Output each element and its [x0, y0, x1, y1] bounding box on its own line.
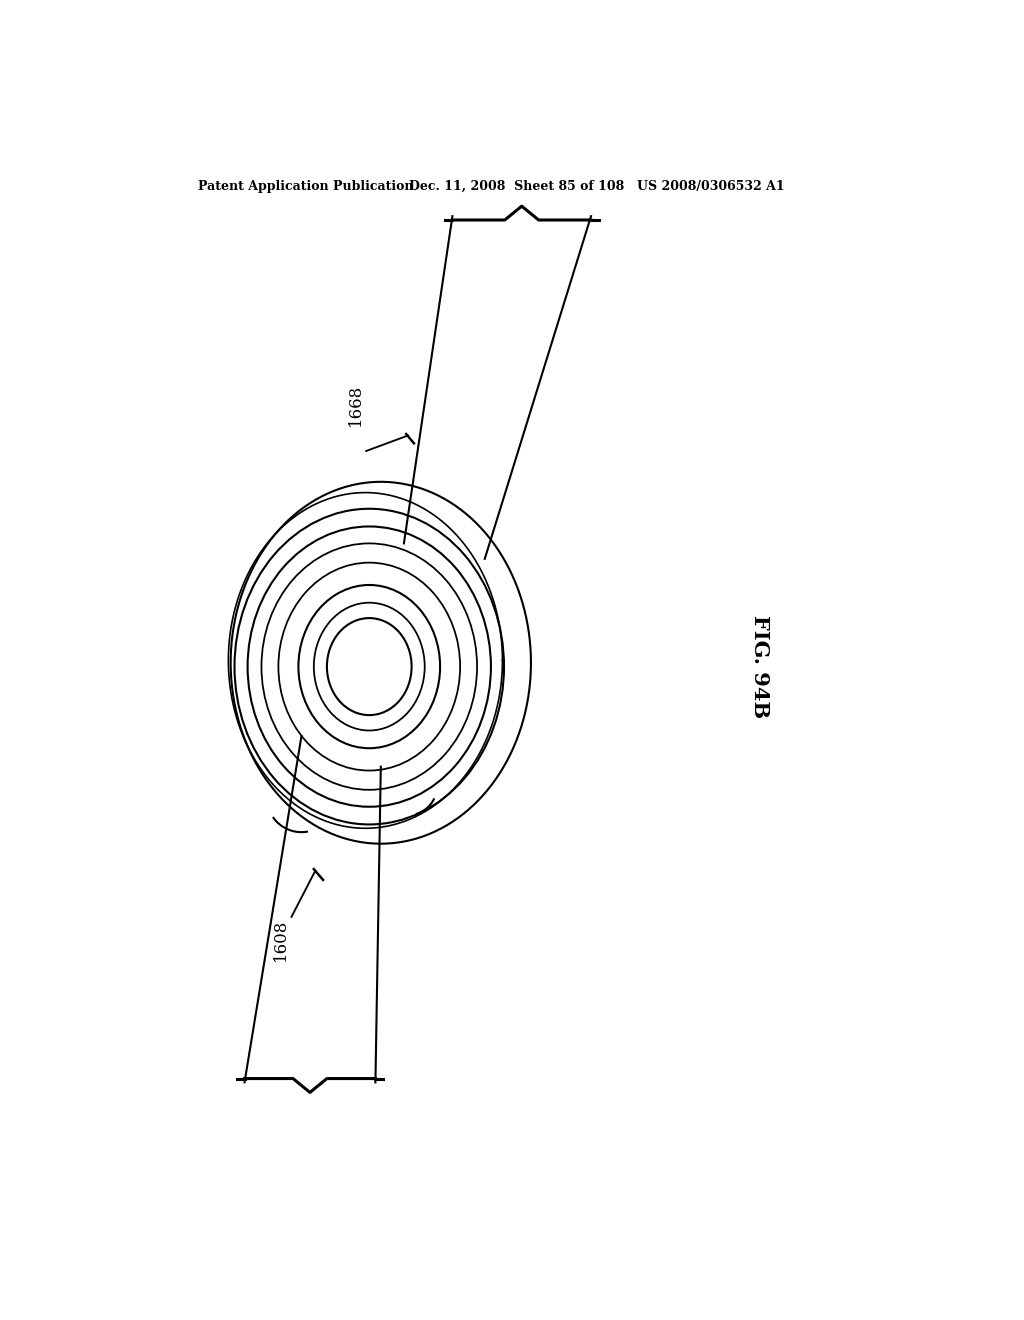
Ellipse shape: [261, 544, 477, 789]
Text: FIG. 94B: FIG. 94B: [751, 615, 770, 718]
Text: US 2008/0306532 A1: US 2008/0306532 A1: [637, 180, 784, 193]
Ellipse shape: [248, 527, 490, 807]
Ellipse shape: [298, 585, 440, 748]
Text: Patent Application Publication: Patent Application Publication: [199, 180, 414, 193]
Text: Dec. 11, 2008  Sheet 85 of 108: Dec. 11, 2008 Sheet 85 of 108: [410, 180, 625, 193]
Ellipse shape: [279, 562, 460, 771]
Ellipse shape: [327, 618, 412, 715]
Ellipse shape: [313, 603, 425, 730]
Text: 1668: 1668: [347, 384, 364, 426]
Ellipse shape: [234, 508, 504, 825]
Text: 1608: 1608: [272, 919, 289, 961]
